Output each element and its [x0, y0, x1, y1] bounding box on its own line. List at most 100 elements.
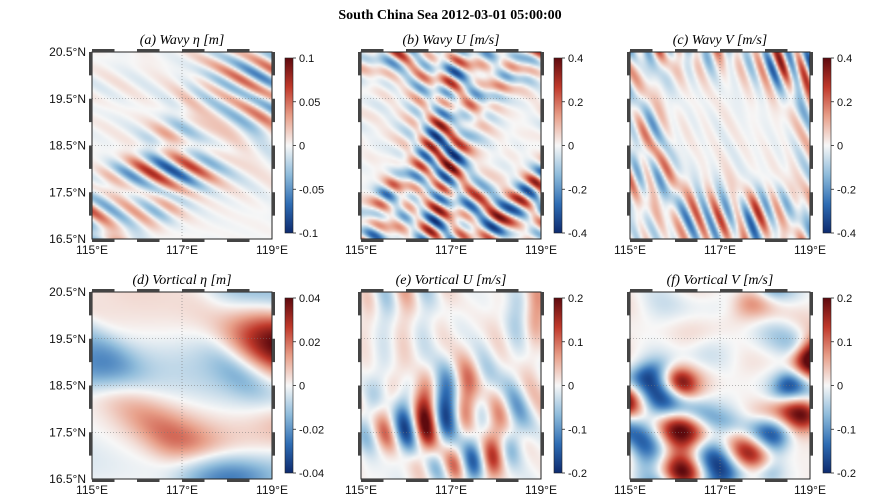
- frame-segment: [627, 98, 630, 123]
- y-tick-label: 19.5°N: [49, 332, 86, 346]
- frame-segment: [496, 289, 519, 292]
- x-tick-label: 115°E: [614, 243, 646, 257]
- frame-segment: [137, 289, 160, 292]
- colorbar-tick-label: -0.4: [568, 228, 587, 240]
- x-tick-label: 117°E: [435, 243, 467, 257]
- frame-segment: [765, 289, 788, 292]
- colorbar-tick-label: 0.2: [837, 293, 852, 305]
- frame-segment: [89, 192, 92, 216]
- frame-segment: [358, 52, 361, 76]
- y-tick-label: 19.5°N: [49, 92, 86, 106]
- frame-segment: [137, 479, 160, 482]
- frame-segment: [227, 49, 250, 52]
- frame-segment: [92, 289, 115, 292]
- x-tick-label: 115°E: [614, 483, 646, 497]
- frame-segment: [358, 98, 361, 123]
- frame-segment: [137, 49, 160, 52]
- frame-segment: [720, 49, 743, 52]
- panel-title: (d) Vortical η [m]: [132, 273, 231, 288]
- frame-segment: [541, 192, 544, 216]
- frame-segment: [361, 289, 384, 292]
- frame-segment: [358, 432, 361, 456]
- colorbar-tick-label: 0.4: [568, 53, 583, 65]
- frame-segment: [810, 432, 813, 456]
- x-tick-label: 115°E: [76, 243, 108, 257]
- frame-segment: [137, 239, 160, 242]
- colorbar-tick-label: -0.2: [568, 468, 587, 480]
- colorbar: [553, 57, 563, 234]
- frame-segment: [810, 192, 813, 216]
- frame-segment: [675, 49, 698, 52]
- colorbar-tick-label: -0.2: [568, 184, 587, 196]
- x-tick-label: 115°E: [76, 483, 108, 497]
- frame-segment: [451, 289, 474, 292]
- frame-segment: [272, 338, 275, 363]
- panel-title: (c) Wavy V [m/s]: [673, 33, 768, 48]
- y-tick-label: 20.5°N: [49, 45, 86, 59]
- frame-segment: [765, 239, 788, 242]
- frame-segment: [272, 432, 275, 456]
- frame-segment: [496, 49, 519, 52]
- frame-segment: [182, 289, 205, 292]
- colorbar: [822, 297, 832, 474]
- colorbar-tick-label: -0.1: [568, 424, 587, 436]
- colorbar-tick-label: 0.2: [837, 97, 852, 109]
- x-tick-label: 117°E: [704, 243, 736, 257]
- y-tick-label: 17.5°N: [49, 425, 86, 439]
- panel-title: (b) Wavy U [m/s]: [402, 33, 499, 48]
- colorbar-tick-label: -0.2: [837, 184, 856, 196]
- y-tick-label: 16.5°N: [49, 232, 86, 246]
- frame-segment: [451, 479, 474, 482]
- frame-segment: [92, 479, 115, 482]
- colorbar-tick-label: -0.04: [299, 468, 324, 480]
- frame-segment: [627, 52, 630, 76]
- frame-segment: [627, 432, 630, 456]
- panel-6: (f) Vortical V [m/s] 115°E 117°E 119°E 0.2 0.…: [614, 273, 856, 497]
- frame-segment: [361, 479, 384, 482]
- colorbar: [284, 297, 294, 474]
- frame-segment: [627, 385, 630, 409]
- frame-segment: [765, 49, 788, 52]
- frame-segment: [182, 239, 205, 242]
- frame-segment: [541, 145, 544, 169]
- colorbar-tick-label: 0.05: [299, 97, 320, 109]
- frame-segment: [227, 239, 250, 242]
- frame-segment: [361, 239, 384, 242]
- frame-segment: [541, 385, 544, 409]
- colorbar-tick-label: 0: [299, 141, 305, 153]
- x-tick-label: 115°E: [345, 483, 377, 497]
- colorbar-tick-label: 0: [299, 381, 305, 393]
- colorbar-tick-label: 0.04: [299, 293, 320, 305]
- colorbar-tick-label: 0.1: [299, 53, 314, 65]
- colorbar-tick-label: -0.2: [837, 468, 856, 480]
- panel-3: (c) Wavy V [m/s] 115°E 117°E 119°E 0.4 0.2 0 -0…: [614, 33, 856, 257]
- frame-segment: [182, 479, 205, 482]
- frame-segment: [92, 239, 115, 242]
- frame-segment: [630, 479, 653, 482]
- frame-segment: [720, 289, 743, 292]
- frame-segment: [630, 49, 653, 52]
- frame-segment: [361, 49, 384, 52]
- figure-title: South China Sea 2012-03-01 05:00:00: [338, 8, 561, 23]
- x-tick-label: 119°E: [794, 483, 826, 497]
- frame-segment: [89, 432, 92, 456]
- frame-segment: [451, 49, 474, 52]
- frame-segment: [272, 385, 275, 409]
- frame-segment: [765, 479, 788, 482]
- frame-segment: [675, 479, 698, 482]
- colorbar-tick-label: 0.4: [837, 53, 852, 65]
- frame-segment: [89, 52, 92, 76]
- frame-segment: [810, 292, 813, 316]
- frame-segment: [627, 192, 630, 216]
- colorbar: [553, 297, 563, 474]
- panel-title: (f) Vortical V [m/s]: [667, 273, 774, 288]
- y-tick-label: 20.5°N: [49, 285, 86, 299]
- frame-segment: [272, 145, 275, 169]
- frame-segment: [627, 338, 630, 363]
- colorbar-tick-label: -0.05: [299, 184, 324, 196]
- x-tick-label: 117°E: [435, 483, 467, 497]
- frame-segment: [89, 292, 92, 316]
- colorbar-tick-label: 0: [568, 381, 574, 393]
- frame-segment: [496, 239, 519, 242]
